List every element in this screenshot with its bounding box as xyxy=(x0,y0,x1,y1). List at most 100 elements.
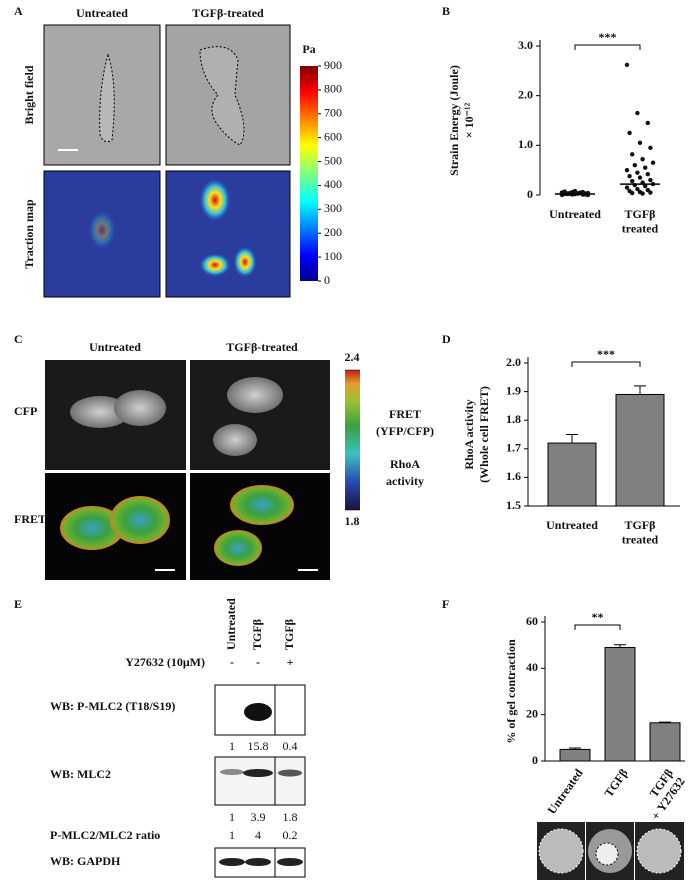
row-label: FRET xyxy=(14,512,46,526)
y-axis-label: RhoA activity xyxy=(462,399,476,469)
column-header: TGFβ-treated xyxy=(226,340,298,354)
x-tick-label: TGFβ treated xyxy=(622,207,659,235)
colorbar-tick-label: 900 xyxy=(324,58,342,72)
x-tick-label: TGFβ treated xyxy=(622,518,659,546)
x-tick-label: TGFβ+ Y27632 xyxy=(636,766,687,822)
data-point xyxy=(637,175,643,180)
column-header: TGFβ xyxy=(250,619,264,650)
data-point xyxy=(630,190,635,196)
bar xyxy=(649,722,681,762)
y-tick-label: 1.8 xyxy=(506,412,521,426)
quantification: 3.9 xyxy=(251,810,266,824)
blot-label: P-MLC2/MLC2 ratio xyxy=(50,828,160,842)
blots xyxy=(214,684,306,878)
treatment-label: Y27632 (10μM) xyxy=(125,655,205,669)
colorbar-legend: activity xyxy=(386,474,424,488)
panel-label: D xyxy=(442,332,451,346)
colorbar-tick-label: 200 xyxy=(324,225,342,239)
y-tick-label: 1.7 xyxy=(506,441,521,455)
treatment-sign: - xyxy=(256,655,260,669)
significance-label: ** xyxy=(592,610,604,624)
data-point xyxy=(624,62,630,68)
quantification: 1 xyxy=(229,739,235,753)
y-tick-label: 2.0 xyxy=(518,87,533,101)
y-axis-label: × 10⁻¹² xyxy=(462,102,476,138)
data-point xyxy=(632,163,637,168)
colorbar-tick-label: 300 xyxy=(324,201,342,215)
blot-label: WB: GAPDH xyxy=(50,854,121,868)
panel-label: F xyxy=(442,597,449,611)
significance-label: *** xyxy=(599,30,617,44)
data-point xyxy=(637,140,643,146)
x-tick-label: Untreated xyxy=(545,766,586,817)
y-tick-label: 20 xyxy=(526,706,538,720)
data-point xyxy=(624,185,630,190)
x-tick-label: TGFβ xyxy=(601,766,630,799)
y-axis-label: % of gel contraction xyxy=(504,639,518,744)
column-header: TGFβ xyxy=(282,619,296,650)
panel-label: E xyxy=(14,597,22,611)
y-tick-label: 2.0 xyxy=(506,355,521,369)
column-header: TGFβ-treated xyxy=(192,6,264,20)
data-point xyxy=(640,157,645,162)
row-label: Traction map xyxy=(22,199,36,269)
image-panels-a xyxy=(43,24,318,298)
row-label: Bright field xyxy=(22,65,36,124)
data-point xyxy=(645,171,650,177)
column-header: Untreated xyxy=(76,6,128,20)
treatment-sign: + xyxy=(287,655,294,669)
panel-label: B xyxy=(442,4,450,18)
error-bar xyxy=(634,385,646,395)
data-point xyxy=(645,120,650,126)
y-tick-label: 60 xyxy=(526,614,538,628)
colorbar-tick-label: 400 xyxy=(324,177,342,191)
gel-images xyxy=(537,822,684,880)
bar xyxy=(559,748,591,762)
data-point xyxy=(648,145,653,151)
y-tick-label: 1.6 xyxy=(506,469,521,483)
data-point xyxy=(627,173,632,179)
quantification: 15.8 xyxy=(248,739,269,753)
y-tick-label: 0 xyxy=(527,187,533,201)
quantification: 1.8 xyxy=(283,810,298,824)
data-point xyxy=(648,177,653,183)
panel-label: A xyxy=(14,4,23,18)
colorbar-legend: FRET xyxy=(389,407,421,421)
x-tick-label: Untreated xyxy=(546,518,598,532)
data-point xyxy=(635,186,640,192)
row-label: CFP xyxy=(14,404,37,418)
colorbar-tick-label: 800 xyxy=(324,82,342,96)
y-tick-label: 0 xyxy=(532,753,538,767)
y-tick-label: 1.5 xyxy=(506,498,521,512)
bar xyxy=(615,393,665,507)
colorbar-tick-label: 1.8 xyxy=(345,514,360,528)
error-bar xyxy=(566,434,578,444)
y-axis-label: (Whole cell FRET) xyxy=(477,386,491,483)
significance-bracket xyxy=(574,624,621,630)
y-tick-label: 1.9 xyxy=(506,383,521,397)
colorbar-title: Pa xyxy=(302,42,315,56)
colorbar-tick-label: 100 xyxy=(324,249,342,263)
data-point xyxy=(643,165,648,170)
colorbar-legend: (YFP/CFP) xyxy=(376,424,434,438)
column-header: Untreated xyxy=(89,340,141,354)
data-point xyxy=(562,189,567,195)
quantification: 0.2 xyxy=(283,828,298,842)
x-tick-label: Untreated xyxy=(549,207,601,221)
colorbar-tick-label: 2.4 xyxy=(345,350,360,364)
image-panels-c xyxy=(45,360,360,580)
bar xyxy=(604,646,636,762)
data-point xyxy=(635,110,640,116)
quantification: 4 xyxy=(255,828,261,842)
data-point xyxy=(627,130,632,136)
data-point xyxy=(635,170,640,175)
colorbar-tick-label: 600 xyxy=(324,129,342,143)
colorbar-tick-label: 0 xyxy=(324,273,330,287)
data-point xyxy=(640,191,645,196)
quantification: 1 xyxy=(229,828,235,842)
panel-label: C xyxy=(14,332,23,346)
y-tick-label: 3.0 xyxy=(518,38,533,52)
data-point xyxy=(630,152,635,157)
data-point xyxy=(624,167,630,173)
